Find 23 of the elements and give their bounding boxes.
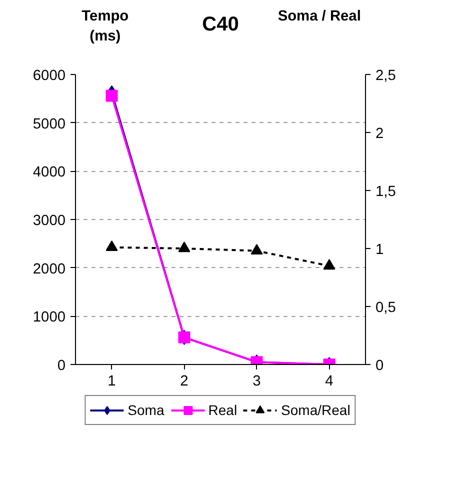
y-tick-label: 0 bbox=[57, 358, 66, 374]
y-axis-title: Tempo (ms) bbox=[82, 8, 129, 44]
x-tick-label: 1 bbox=[108, 374, 116, 390]
y2-tick-label: 0 bbox=[376, 358, 384, 374]
y2-axis-title: Soma / Real bbox=[278, 8, 361, 24]
x-tick-label: 4 bbox=[325, 374, 334, 390]
legend-label: Real bbox=[208, 402, 238, 418]
y-tick-label: 4000 bbox=[32, 164, 66, 181]
y2-tick-label: 1 bbox=[376, 242, 384, 258]
x-tick-label: 2 bbox=[180, 374, 188, 390]
y2-tick-label: 0,5 bbox=[376, 300, 396, 316]
y-tick-label: 5000 bbox=[32, 116, 66, 132]
x-tick-label: 3 bbox=[252, 374, 261, 390]
chart-title: C40 bbox=[202, 14, 239, 36]
legend-label: Soma/Real bbox=[281, 402, 350, 418]
y-tick-label: 1000 bbox=[32, 310, 66, 326]
y-tick-label: 3000 bbox=[32, 213, 66, 229]
y2-tick-label: 2,5 bbox=[376, 68, 396, 84]
y2-tick-label: 1,5 bbox=[376, 184, 396, 200]
legend-label: Soma bbox=[128, 402, 164, 418]
y-tick-label: 2000 bbox=[32, 261, 66, 278]
y2-tick-label: 2 bbox=[376, 126, 384, 142]
y-tick-label: 6000 bbox=[32, 68, 66, 84]
